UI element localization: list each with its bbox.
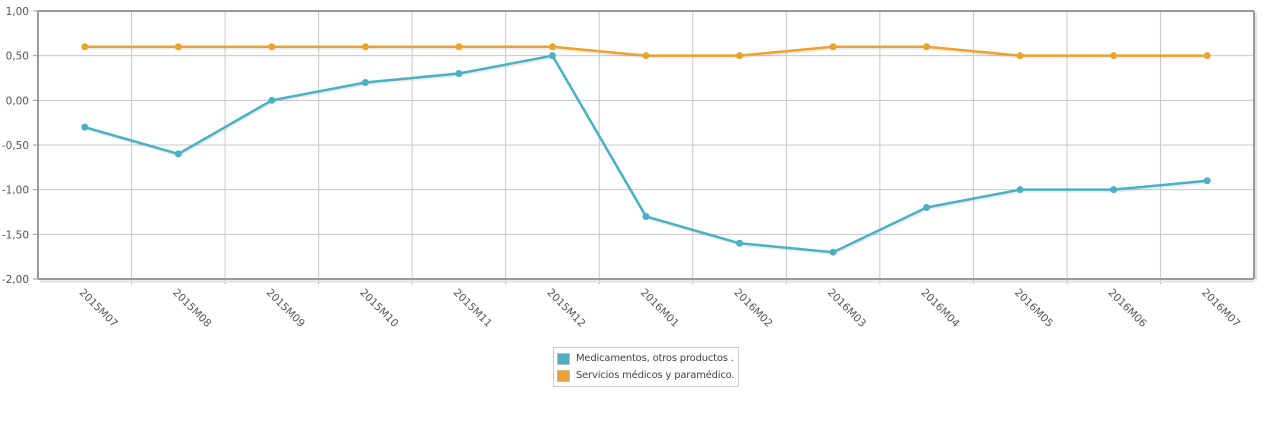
y-tick-label: -1,00 <box>2 185 29 197</box>
data-point-marker[interactable] <box>923 43 931 51</box>
y-tick-label: -0,50 <box>2 140 29 152</box>
y-tick-label: 1,00 <box>6 6 29 18</box>
data-point-marker[interactable] <box>455 43 463 51</box>
y-tick-label: 0,00 <box>6 95 29 107</box>
chart-series <box>81 43 1211 256</box>
data-point-marker[interactable] <box>736 239 744 247</box>
x-tick-label: 2015M11 <box>451 287 494 330</box>
series-line <box>84 54 1208 254</box>
data-point-marker[interactable] <box>268 43 276 51</box>
x-tick-label: 2016M07 <box>1199 287 1242 330</box>
x-tick-label: 2016M05 <box>1012 287 1055 330</box>
x-tick-label: 2015M07 <box>77 287 120 330</box>
x-tick-label: 2016M01 <box>638 287 681 330</box>
data-point-marker[interactable] <box>829 43 837 51</box>
legend-swatch-icon <box>557 369 570 382</box>
x-tick-label: 2015M10 <box>357 287 400 330</box>
chart-gridlines <box>38 10 1254 280</box>
data-point-marker[interactable] <box>548 43 556 51</box>
data-point-marker[interactable] <box>455 70 463 78</box>
legend-swatch-icon <box>557 352 570 365</box>
data-point-marker[interactable] <box>642 212 650 220</box>
x-tick-label: 2016M02 <box>731 287 774 330</box>
data-point-marker[interactable] <box>81 123 89 131</box>
data-point-marker[interactable] <box>1203 52 1211 60</box>
legend-label: Medicamentos, otros productos . <box>576 353 734 364</box>
plot-frame <box>37 10 1257 283</box>
data-point-marker[interactable] <box>1016 52 1024 60</box>
y-axis: 1,00 0,50 0,00 -0,50 -1,00 -1,50 -2,00 <box>2 6 38 286</box>
data-point-marker[interactable] <box>829 248 837 256</box>
data-point-marker[interactable] <box>548 52 556 60</box>
data-point-marker[interactable] <box>361 43 369 51</box>
data-point-marker[interactable] <box>1016 186 1024 194</box>
data-point-marker[interactable] <box>81 43 89 51</box>
x-tick-label: 2016M03 <box>825 287 868 330</box>
x-tick-label: 2016M04 <box>918 287 961 330</box>
data-point-marker[interactable] <box>1203 177 1211 185</box>
legend-label: Servicios médicos y paramédico. <box>576 370 735 381</box>
chart-legend: Medicamentos, otros productos . Servicio… <box>553 347 740 387</box>
legend-item-servicios[interactable]: Servicios médicos y paramédico. <box>557 367 735 384</box>
y-tick-label: -1,50 <box>2 229 29 241</box>
x-tick-label: 2015M08 <box>170 287 213 330</box>
x-tick-label: 2015M09 <box>264 287 307 330</box>
y-tick-label: 0,50 <box>6 51 29 63</box>
legend-item-medicamentos[interactable]: Medicamentos, otros productos . <box>557 350 734 367</box>
data-point-marker[interactable] <box>1110 186 1118 194</box>
data-point-marker[interactable] <box>736 52 744 60</box>
x-tick-label: 2015M12 <box>544 287 587 330</box>
x-tick-label: 2016M06 <box>1106 287 1149 330</box>
data-point-marker[interactable] <box>642 52 650 60</box>
data-point-marker[interactable] <box>174 43 182 51</box>
data-point-marker[interactable] <box>268 96 276 104</box>
y-tick-label: -2,00 <box>2 274 29 286</box>
data-point-marker[interactable] <box>174 150 182 158</box>
data-point-marker[interactable] <box>361 78 369 86</box>
data-point-marker[interactable] <box>923 204 931 212</box>
x-axis: 2015M07 2015M08 2015M09 2015M10 2015M11 2015M… <box>77 279 1242 330</box>
data-point-marker[interactable] <box>1110 52 1118 60</box>
